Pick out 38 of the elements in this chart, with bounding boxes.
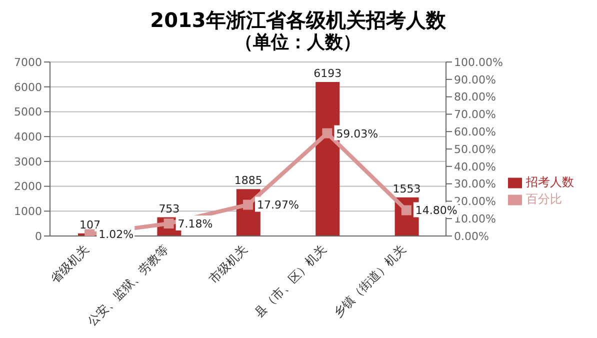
y-tick-label: 6000 [14, 80, 42, 94]
data-label: 59.03% [336, 127, 378, 140]
data-label: 7.18% [178, 218, 213, 231]
data-label: 17.97% [257, 198, 299, 212]
data-label: 1.02% [98, 228, 134, 242]
data-label: 1885 [234, 174, 262, 188]
y-tick-label: 0 [35, 230, 42, 243]
x-tick-label: 乡镇（街道）机关 [330, 242, 409, 320]
y2-tick-label: 100.00% [454, 56, 503, 69]
y2-tick-label: 70.00% [454, 108, 496, 122]
data-label: 1553 [392, 182, 421, 196]
point [243, 200, 253, 210]
y-tick-label: 4000 [14, 130, 42, 144]
y-tick-label: 7000 [14, 56, 42, 69]
point [401, 205, 412, 216]
data-label: 753 [158, 202, 180, 216]
y-tick-label: 5000 [14, 106, 42, 119]
data-label: 14.80% [415, 204, 458, 218]
x-tick-label: 市级机关 [206, 242, 250, 286]
data-label: 107 [80, 218, 100, 232]
legend-label: 百分比 [526, 192, 562, 206]
y2-tick-label: 40.00% [454, 160, 496, 174]
data-label: 6193 [314, 67, 342, 80]
chart-title: 2013年浙江省各级机关招考人数 [149, 8, 447, 32]
x-tick-label: 县（市、区）机关 [252, 242, 330, 320]
y-tick-label: 1000 [14, 205, 42, 218]
y2-tick-label: 30.00% [454, 178, 496, 191]
y-tick-label: 3000 [14, 155, 42, 168]
chart-subtitle: （单位：人数） [234, 32, 362, 54]
y-tick-label: 2000 [14, 180, 42, 194]
y2-tick-label: 80.00% [454, 90, 496, 104]
y2-tick-label: 60.00% [454, 126, 496, 139]
point [322, 128, 332, 138]
y2-tick-label: 0.00% [454, 230, 489, 243]
x-tick-label: 省级机关 [48, 242, 92, 286]
y2-tick-label: 90.00% [454, 73, 496, 86]
y2-tick-label: 50.00% [454, 142, 496, 156]
legend-label: 招考人数 [526, 175, 574, 189]
